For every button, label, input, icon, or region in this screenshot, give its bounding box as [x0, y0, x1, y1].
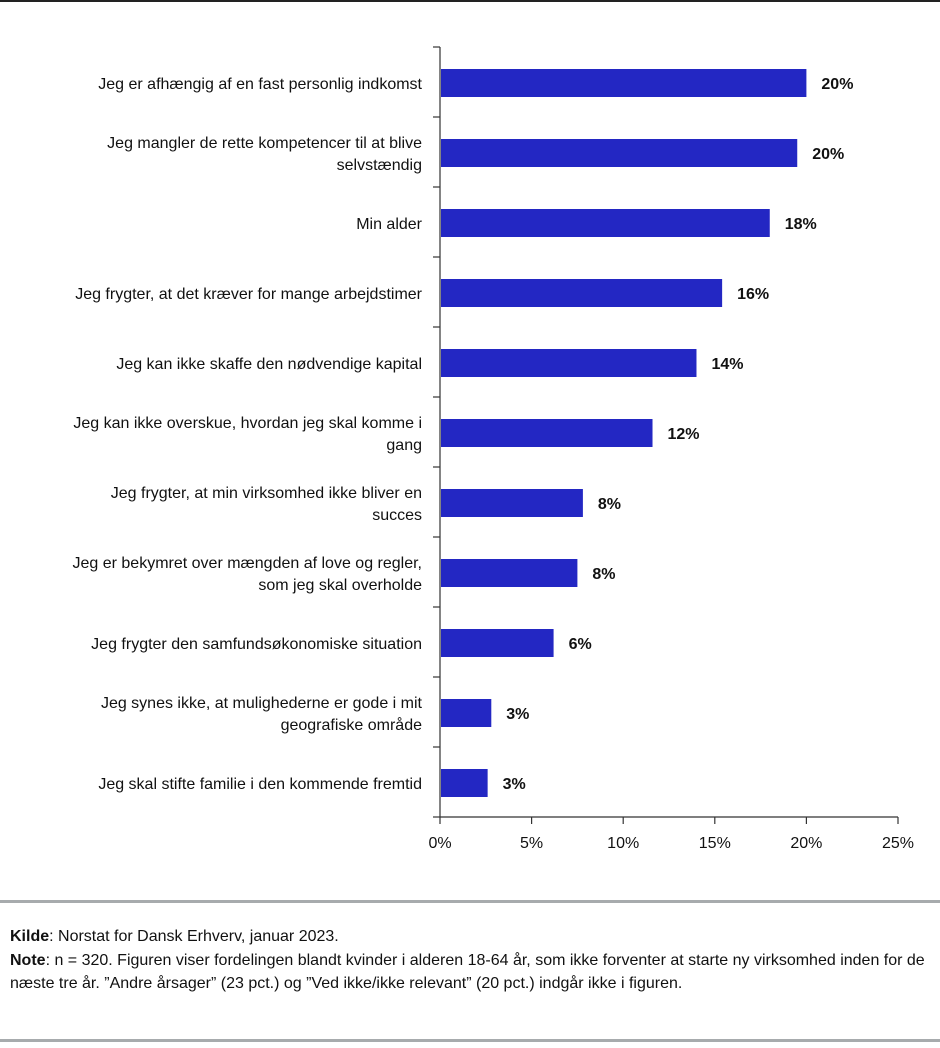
bar: [441, 279, 723, 307]
x-tick-label: 5%: [520, 835, 543, 852]
data-label: 20%: [821, 76, 853, 93]
bar: [441, 559, 578, 587]
category-label: gang: [386, 437, 422, 454]
category-label: Jeg kan ikke skaffe den nødvendige kapit…: [116, 356, 422, 373]
data-label: 20%: [812, 146, 844, 163]
x-tick-label: 25%: [882, 835, 914, 852]
x-tick-label: 10%: [607, 835, 639, 852]
x-tick-label: 20%: [790, 835, 822, 852]
category-label: Jeg frygter den samfundsøkonomiske situa…: [91, 636, 422, 653]
data-label: 3%: [503, 776, 526, 793]
bar: [441, 349, 697, 377]
chart-footer: Kilde: Norstat for Dansk Erhverv, januar…: [10, 925, 935, 996]
category-label: Jeg frygter, at min virksomhed ikke bliv…: [111, 485, 422, 502]
category-label: succes: [372, 507, 422, 524]
bar: [441, 209, 770, 237]
top-rule: [0, 0, 940, 2]
bar: [441, 139, 798, 167]
footer-divider: [0, 900, 940, 903]
category-label: Jeg er afhængig af en fast personlig ind…: [98, 76, 422, 93]
x-tick-label: 15%: [699, 835, 731, 852]
bottom-divider: [0, 1039, 940, 1042]
source-label: Kilde: [10, 928, 50, 945]
x-tick-label: 0%: [428, 835, 451, 852]
category-label: Jeg skal stifte familie i den kommende f…: [98, 776, 422, 793]
category-label: Jeg frygter, at det kræver for mange arb…: [75, 286, 422, 303]
data-label: 8%: [592, 566, 615, 583]
note-line: Note: n = 320. Figuren viser fordelingen…: [10, 949, 935, 996]
category-label: Jeg kan ikke overskue, hvordan jeg skal …: [73, 415, 422, 432]
bar-chart: 0% 5% 10% 15% 20% 25% 20% Jeg er afhængig af en…: [72, 46, 914, 852]
bar: [441, 629, 554, 657]
category-label: Jeg synes ikke, at mulighederne er gode …: [101, 695, 423, 712]
category-label: Jeg mangler de rette kompetencer til at …: [107, 135, 422, 152]
note-text: : n = 320. Figuren viser fordelingen bla…: [10, 951, 925, 993]
category-label: Jeg er bekymret over mængden af love og …: [72, 555, 422, 572]
bar: [441, 769, 488, 797]
category-label: geografiske område: [281, 716, 423, 734]
data-label: 6%: [569, 636, 592, 653]
bar: [441, 419, 653, 447]
data-label: 8%: [598, 496, 621, 513]
category-label: Min alder: [356, 216, 422, 233]
category-label: som jeg skal overholde: [258, 577, 422, 594]
note-label: Note: [10, 951, 46, 969]
data-label: 12%: [668, 426, 700, 443]
bar: [441, 69, 807, 97]
data-label: 16%: [737, 286, 769, 303]
data-label: 14%: [711, 356, 743, 373]
category-label: selvstændig: [337, 157, 422, 174]
source-line: Kilde: Norstat for Dansk Erhverv, januar…: [10, 925, 935, 949]
source-text: : Norstat for Dansk Erhverv, januar 2023…: [49, 928, 339, 945]
bar: [441, 699, 492, 727]
bar: [441, 489, 583, 517]
data-label: 3%: [506, 706, 529, 723]
data-label: 18%: [785, 216, 817, 233]
